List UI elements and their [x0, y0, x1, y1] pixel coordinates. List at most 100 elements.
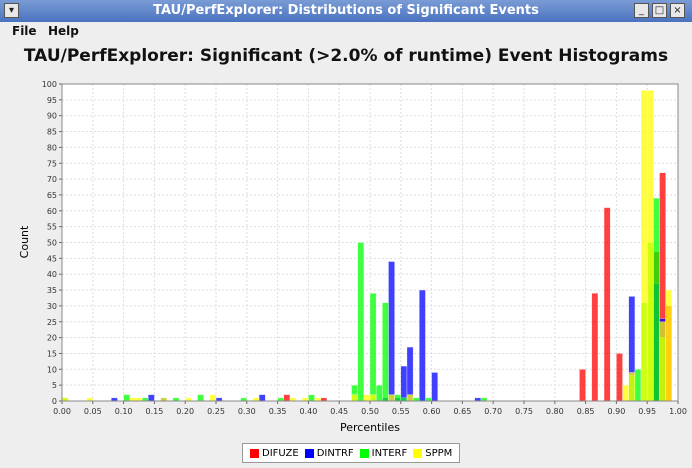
x-tick-label: 0.90: [607, 407, 625, 416]
bar-sppm: [659, 321, 666, 402]
y-tick-label: 15: [47, 349, 57, 358]
x-tick-label: 1.00: [669, 407, 687, 416]
y-tick-label: 85: [47, 128, 57, 137]
legend-label: INTERF: [371, 447, 408, 459]
bar-dintrf: [406, 346, 414, 402]
window-title: TAU/PerfExplorer: Distributions of Signi…: [153, 3, 539, 18]
close-icon[interactable]: ×: [670, 3, 685, 18]
x-tick-label: 0.35: [269, 407, 287, 416]
x-tick-label: 0.00: [53, 407, 71, 416]
y-tick-label: 35: [47, 286, 57, 295]
bar-dintrf: [419, 289, 426, 402]
y-tick-label: 65: [47, 191, 57, 200]
bar-sppm: [388, 394, 395, 402]
x-tick-label: 0.60: [423, 407, 441, 416]
y-tick-label: 75: [47, 159, 57, 168]
x-tick-label: 0.15: [145, 407, 163, 416]
bar-interf: [357, 242, 365, 402]
bar-interf: [375, 384, 383, 402]
bar-sppm: [640, 90, 648, 402]
y-tick-label: 70: [47, 175, 57, 184]
legend-swatch: [250, 448, 259, 458]
chart-legend: DIFUZE DINTRF INTERF SPPM: [242, 443, 461, 463]
legend-item-dintrf: DINTRF: [304, 447, 354, 459]
legend-swatch: [359, 448, 369, 458]
x-tick-label: 0.45: [330, 407, 348, 416]
x-tick-label: 0.05: [84, 407, 102, 416]
y-tick-label: 45: [47, 254, 57, 263]
y-tick-label: 10: [47, 365, 57, 374]
bar-dintrf: [388, 261, 395, 402]
bar-interf: [653, 197, 660, 402]
bar-interf: [308, 394, 315, 402]
bar-sppm: [209, 394, 217, 402]
chart-title: TAU/PerfExplorer: Significant (>2.0% of …: [23, 46, 669, 66]
plot-border: [61, 83, 679, 402]
y-tick-label: 0: [52, 397, 57, 406]
legend-item-interf: INTERF: [359, 447, 408, 459]
x-tick-label: 0.65: [453, 407, 471, 416]
bar-sppm: [363, 394, 371, 402]
bar-dintrf: [147, 394, 155, 402]
y-tick-label: 55: [47, 223, 57, 232]
y-tick-label: 25: [47, 318, 57, 327]
bar-sppm: [369, 394, 377, 402]
legend-swatch: [413, 448, 423, 458]
window-menu-icon[interactable]: ▾: [4, 3, 19, 18]
y-tick-label: 80: [47, 143, 57, 152]
bar-dintrf: [400, 365, 408, 402]
maximize-icon[interactable]: □: [652, 3, 667, 18]
bar-difuze: [579, 369, 586, 402]
bar-sppm: [665, 289, 673, 402]
minimize-icon[interactable]: _: [634, 3, 649, 18]
bar-interf: [197, 394, 204, 402]
x-tick-label: 0.50: [361, 407, 379, 416]
bar-sppm: [622, 384, 629, 402]
bar-difuze: [591, 292, 599, 402]
legend-item-sppm: SPPM: [413, 448, 452, 459]
bar-difuze: [283, 394, 291, 402]
bar-interf: [394, 394, 402, 402]
bar-difuze: [603, 207, 611, 402]
x-tick-label: 0.55: [392, 407, 410, 416]
bar-interf: [634, 369, 642, 402]
y-tick-label: 50: [47, 239, 57, 248]
x-tick-label: 0.85: [577, 407, 595, 416]
bar-difuze: [616, 353, 623, 402]
y-tick-label: 40: [47, 270, 57, 279]
x-tick-label: 0.40: [299, 407, 317, 416]
bar-interf: [369, 292, 377, 402]
bar-sppm: [628, 372, 636, 402]
x-tick-label: 0.20: [176, 407, 194, 416]
y-tick-label: 20: [47, 334, 57, 343]
bar-sppm: [646, 90, 654, 402]
bar-dintrf: [431, 372, 439, 402]
legend-swatch: [304, 448, 314, 458]
y-tick-label: 60: [47, 207, 57, 216]
x-tick-label: 0.75: [515, 407, 533, 416]
x-tick-label: 0.70: [484, 407, 502, 416]
y-axis-label: Count: [18, 225, 31, 258]
x-tick-label: 0.95: [638, 407, 656, 416]
legend-label: DINTRF: [316, 447, 354, 459]
bar-interf: [123, 394, 131, 402]
bar-sppm: [406, 394, 414, 402]
x-tick-label: 0.10: [115, 407, 133, 416]
menu-help[interactable]: Help: [48, 24, 79, 38]
legend-label: DIFUZE: [262, 447, 299, 459]
x-tick-label: 0.30: [238, 407, 256, 416]
bar-dintrf: [258, 394, 266, 402]
bar-sppm: [351, 394, 358, 402]
bar-interf: [382, 302, 389, 402]
x-tick-label: 0.80: [546, 407, 564, 416]
x-tick-label: 0.25: [207, 407, 225, 416]
y-tick-label: 100: [42, 80, 57, 89]
legend-item-difuze: DIFUZE: [250, 448, 299, 459]
menu-file[interactable]: File: [12, 24, 37, 38]
y-tick-label: 30: [47, 302, 57, 311]
window-titlebar: ▾ TAU/PerfExplorer: Distributions of Sig…: [0, 0, 692, 23]
y-tick-label: 95: [47, 96, 57, 105]
y-tick-label: 5: [52, 381, 57, 390]
menu-bar: File Help: [0, 22, 692, 42]
